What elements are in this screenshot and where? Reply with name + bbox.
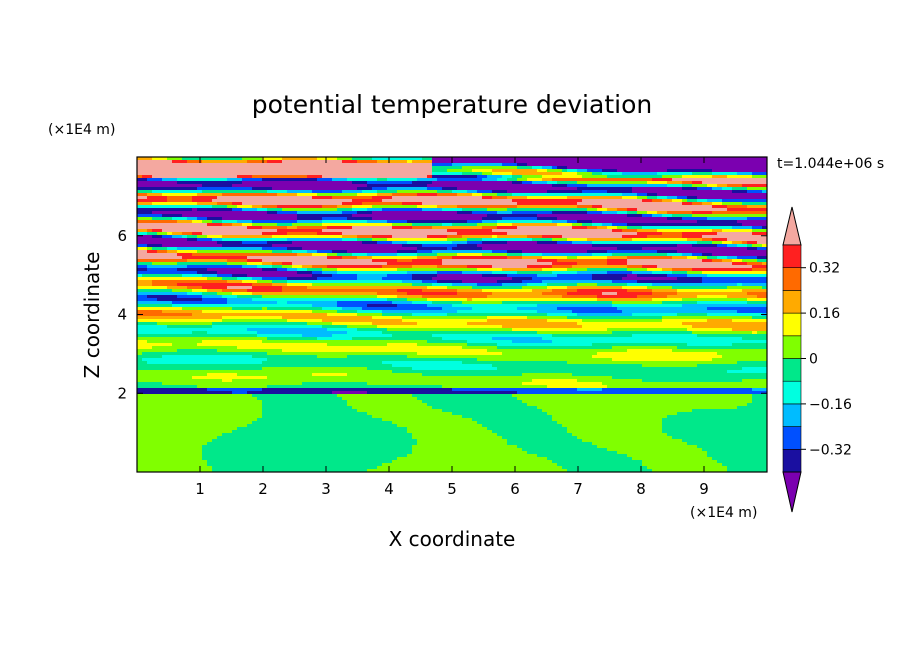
x-tick-label: 9 bbox=[699, 480, 709, 498]
x-tick-label: 6 bbox=[510, 480, 520, 498]
x-tick-label: 2 bbox=[258, 480, 268, 498]
colorbar-tick-label: −0.32 bbox=[809, 442, 852, 458]
y-tick-label: 2 bbox=[117, 384, 127, 402]
y-axis-unit: (×1E4 m) bbox=[48, 122, 115, 138]
x-tick-label: 3 bbox=[321, 480, 331, 498]
y-tick-label: 4 bbox=[117, 306, 127, 324]
colorbar-tick-label: 0.16 bbox=[809, 306, 840, 322]
colorbar-tick-label: 0.32 bbox=[809, 261, 840, 277]
colorbar-segment bbox=[782, 380, 802, 405]
x-tick-label: 5 bbox=[447, 480, 457, 498]
plot-area: 1 2 3 4 5 6 7 8 9 2 4 6 bbox=[117, 156, 768, 498]
colorbar-max-extension bbox=[782, 206, 802, 246]
chart-title: potential temperature deviation bbox=[252, 90, 652, 119]
colorbar: 0.32 0.16 0 −0.16 −0.32 bbox=[782, 206, 852, 513]
colorbar-segment bbox=[782, 358, 802, 382]
colorbar-segment bbox=[782, 426, 802, 450]
colorbar-segment bbox=[782, 290, 802, 314]
x-tick-label: 1 bbox=[195, 480, 205, 498]
time-label: t=1.044e+06 s bbox=[777, 156, 884, 172]
x-axis-label: X coordinate bbox=[389, 527, 516, 551]
colorbar-segment bbox=[782, 244, 802, 269]
colorbar-segment bbox=[782, 267, 802, 291]
colorbar-segment bbox=[782, 403, 802, 427]
colorbar-segment bbox=[782, 448, 802, 473]
colorbar-segment bbox=[782, 335, 802, 359]
colorbar-segment bbox=[782, 312, 802, 337]
colorbar-min-extension bbox=[782, 471, 802, 513]
colorbar-tick-label: 0 bbox=[809, 352, 818, 368]
y-tick-label: 6 bbox=[117, 227, 127, 245]
x-axis-unit: (×1E4 m) bbox=[690, 505, 757, 521]
y-axis-label: Z coordinate bbox=[80, 252, 104, 379]
contour-field bbox=[137, 157, 767, 472]
x-axis-ticks: 1 2 3 4 5 6 7 8 9 bbox=[195, 157, 709, 498]
x-tick-label: 8 bbox=[636, 480, 646, 498]
x-tick-label: 4 bbox=[384, 480, 394, 498]
colorbar-tick-label: −0.16 bbox=[809, 397, 852, 413]
y-axis-ticks: 2 4 6 bbox=[117, 227, 767, 402]
x-tick-label: 7 bbox=[573, 480, 583, 498]
